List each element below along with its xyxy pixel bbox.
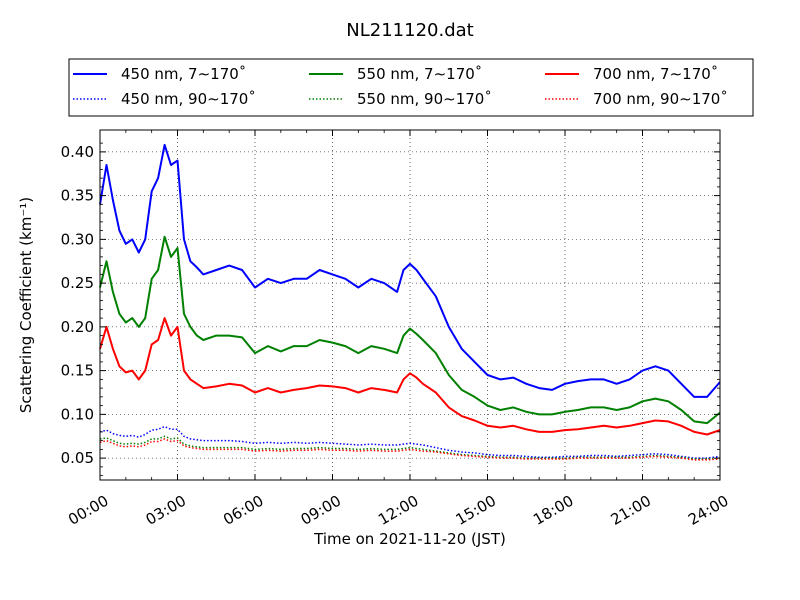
x-tick-label: 21:00 [608, 492, 654, 529]
legend-label: 450 nm, 7∼170˚ [121, 65, 246, 83]
plot-frame-bg [100, 130, 720, 480]
y-tick-label: 0.05 [61, 449, 94, 467]
y-tick-label: 0.10 [61, 405, 94, 423]
chart-title: NL211120.dat [346, 20, 473, 41]
series-line [99, 425, 721, 459]
x-tick-label: 12:00 [375, 492, 421, 529]
series-line [99, 317, 721, 436]
y-tick-label: 0.25 [61, 274, 94, 292]
legend-label: 550 nm, 90∼170˚ [357, 90, 492, 108]
x-tick-label: 00:00 [65, 492, 111, 529]
plot-area: 00:00 03:00 06:00 09:00 12:00 15:00 18:00 21:00… [61, 129, 732, 529]
legend-label: 550 nm, 7∼170˚ [357, 65, 482, 83]
x-tick-label: 18:00 [530, 492, 576, 529]
series-line [99, 143, 721, 398]
legend-label: 700 nm, 90∼170˚ [593, 90, 728, 108]
y-tick-label: 0.40 [61, 143, 94, 161]
x-tick-label: 03:00 [143, 492, 189, 529]
y-tick-label: 0.35 [61, 187, 94, 205]
x-tick-label: 15:00 [453, 492, 499, 529]
y-tick-label: 0.15 [61, 362, 94, 380]
series-line [99, 438, 721, 461]
y-tick-label: 0.20 [61, 318, 94, 336]
series-line [99, 435, 721, 460]
x-axis-label: Time on 2021-11-20 (JST) [313, 530, 506, 548]
series-line [99, 235, 721, 425]
legend: 450 nm, 7∼170˚ 450 nm, 90∼170˚ 550 nm, 7∼1… [68, 58, 754, 117]
x-tick-label: 09:00 [298, 492, 344, 529]
legend-box [68, 58, 754, 117]
legend-label: 450 nm, 90∼170˚ [121, 90, 256, 108]
y-tick-label: 0.30 [61, 230, 94, 248]
legend-label: 700 nm, 7∼170˚ [593, 65, 718, 83]
x-tick-label: 06:00 [220, 492, 266, 529]
y-axis-label: Scattering Coefficient (km⁻¹) [17, 197, 35, 413]
x-tick-label: 24:00 [685, 492, 731, 529]
